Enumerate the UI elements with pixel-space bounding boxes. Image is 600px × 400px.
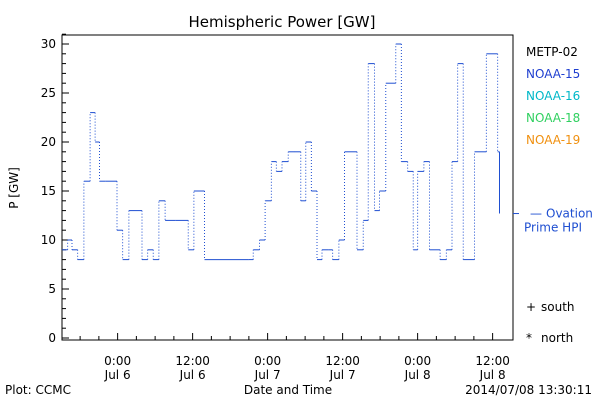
y-tick-label: 5 [48,282,56,296]
symbol-key-label: north [541,331,573,345]
x-tick-date: Jul 8 [404,368,431,382]
ovation-label-line2: Prime HPI [524,221,582,235]
chart-title: Hemispheric Power [GW] [189,13,376,31]
symbol-key-label: south [541,300,575,314]
plot-credit: Plot: CCMC [5,383,71,397]
x-tick-time: 0:00 [404,354,431,368]
y-tick-label: 15 [41,184,56,198]
y-tick-label: 0 [48,331,56,345]
legend-entry: NOAA-18 [526,111,580,125]
x-tick-time: 12:00 [175,354,210,368]
plot-timestamp: 2014/07/08 13:30:11 [465,383,592,397]
x-tick-date: Jul 6 [104,368,131,382]
legend-entry: NOAA-16 [526,89,580,103]
x-tick-date: Jul 7 [254,368,281,382]
series-layer [62,43,500,261]
symbol-key: + south * north [526,300,575,345]
symbol-key-marker: * [526,331,532,345]
y-axis-ticks: 0 5 10 15 20 25 30 [41,33,69,345]
ovation-label-line1: Ovation [546,207,593,221]
x-tick-time: 0:00 [254,354,281,368]
y-tick-label: 20 [41,135,56,149]
satellite-legend: METP-02 NOAA-15 NOAA-16 NOAA-18 NOAA-19 [526,45,580,147]
y-axis-label: P [GW] [7,167,21,209]
plot-frame [61,34,514,341]
y-tick-label: 10 [41,233,56,247]
legend-entry: NOAA-15 [526,67,580,81]
x-tick-time: 0:00 [104,354,131,368]
legend-entry: METP-02 [526,45,578,59]
y-tick-label: 30 [41,37,56,51]
legend-entry: NOAA-19 [526,133,580,147]
x-tick-date: Jul 6 [179,368,206,382]
ovation-marker-dash: — [530,207,542,221]
y-tick-label: 25 [41,86,56,100]
x-tick-time: 12:00 [475,354,510,368]
symbol-key-marker: + [526,300,536,314]
x-axis-label: Date and Time [244,383,332,397]
x-tick-time: 12:00 [325,354,360,368]
x-tick-date: Jul 8 [479,368,506,382]
x-tick-date: Jul 7 [329,368,356,382]
